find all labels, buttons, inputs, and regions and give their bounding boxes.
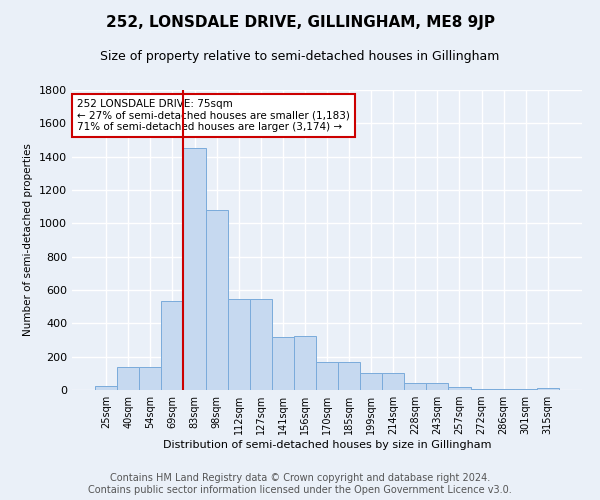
Bar — [206, 210, 227, 390]
Bar — [448, 386, 470, 390]
Y-axis label: Number of semi-detached properties: Number of semi-detached properties — [23, 144, 34, 336]
Text: 252, LONSDALE DRIVE, GILLINGHAM, ME8 9JP: 252, LONSDALE DRIVE, GILLINGHAM, ME8 9JP — [106, 15, 494, 30]
Bar — [227, 299, 250, 390]
Bar — [360, 374, 382, 390]
Bar — [294, 336, 316, 390]
Bar — [427, 382, 448, 390]
Bar — [470, 389, 493, 390]
Bar — [272, 336, 294, 390]
Bar — [117, 366, 139, 390]
Bar — [250, 299, 272, 390]
Bar — [382, 374, 404, 390]
Bar — [184, 148, 206, 390]
Bar — [161, 301, 184, 390]
Text: Contains HM Land Registry data © Crown copyright and database right 2024.
Contai: Contains HM Land Registry data © Crown c… — [88, 474, 512, 495]
Bar — [338, 362, 360, 390]
Bar — [515, 389, 537, 390]
Bar — [537, 388, 559, 390]
Text: 252 LONSDALE DRIVE: 75sqm
← 27% of semi-detached houses are smaller (1,183)
71% : 252 LONSDALE DRIVE: 75sqm ← 27% of semi-… — [77, 99, 350, 132]
Bar — [316, 362, 338, 390]
Bar — [139, 366, 161, 390]
Bar — [493, 389, 515, 390]
X-axis label: Distribution of semi-detached houses by size in Gillingham: Distribution of semi-detached houses by … — [163, 440, 491, 450]
Text: Size of property relative to semi-detached houses in Gillingham: Size of property relative to semi-detach… — [100, 50, 500, 63]
Bar — [95, 386, 117, 390]
Bar — [404, 382, 427, 390]
